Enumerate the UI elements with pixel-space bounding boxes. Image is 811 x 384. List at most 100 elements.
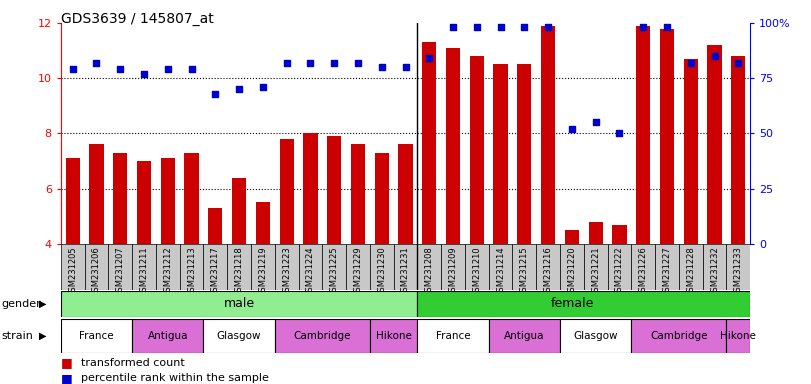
Text: GSM231229: GSM231229 [354, 246, 363, 297]
Bar [375, 153, 388, 244]
Point [494, 25, 507, 31]
Bar [298, 244, 322, 290]
Text: GSM231223: GSM231223 [282, 246, 291, 297]
Text: GSM231215: GSM231215 [520, 246, 529, 297]
Text: GSM231222: GSM231222 [615, 246, 624, 297]
Text: Glasgow: Glasgow [573, 331, 618, 341]
Point [67, 66, 79, 73]
Point [328, 60, 341, 66]
Text: GSM231233: GSM231233 [734, 246, 743, 297]
Bar [303, 134, 318, 244]
Point [399, 64, 412, 70]
Text: GSM231205: GSM231205 [68, 246, 77, 297]
Bar [322, 244, 346, 290]
Bar [631, 319, 727, 353]
Point [375, 64, 388, 70]
Bar [584, 244, 607, 290]
Point [256, 84, 269, 90]
Bar [109, 244, 132, 290]
Text: ▶: ▶ [39, 331, 46, 341]
Text: Cambridge: Cambridge [650, 331, 708, 341]
Bar [423, 42, 436, 244]
Text: female: female [550, 297, 594, 310]
Text: GSM231226: GSM231226 [639, 246, 648, 297]
Text: GSM231218: GSM231218 [234, 246, 243, 297]
Point [613, 131, 626, 137]
Bar [184, 153, 199, 244]
Point [280, 60, 293, 66]
Point [732, 60, 744, 66]
Text: male: male [224, 297, 255, 310]
Bar [113, 153, 127, 244]
Point [447, 25, 460, 31]
Text: GSM231219: GSM231219 [259, 246, 268, 297]
Bar [418, 319, 489, 353]
Bar [707, 45, 722, 244]
Text: GSM231212: GSM231212 [163, 246, 172, 297]
Text: Hikone: Hikone [375, 331, 411, 341]
Point [589, 119, 602, 126]
Bar [204, 244, 227, 290]
Bar [204, 319, 275, 353]
Text: GSM231231: GSM231231 [401, 246, 410, 297]
Bar [536, 244, 560, 290]
Bar [351, 144, 365, 244]
Text: GSM231208: GSM231208 [425, 246, 434, 297]
Bar [398, 144, 413, 244]
Bar [251, 244, 275, 290]
Point [185, 66, 198, 73]
Text: GSM231211: GSM231211 [139, 246, 148, 297]
Bar [560, 319, 631, 353]
Text: GSM231230: GSM231230 [377, 246, 386, 297]
Bar [727, 244, 750, 290]
Text: GDS3639 / 145807_at: GDS3639 / 145807_at [61, 12, 213, 25]
Point [209, 91, 222, 97]
Text: GSM231213: GSM231213 [187, 246, 196, 297]
Point [161, 66, 174, 73]
Bar [541, 26, 556, 244]
Bar [732, 56, 745, 244]
Bar [61, 319, 132, 353]
Bar [370, 319, 418, 353]
Bar [513, 244, 536, 290]
Bar [327, 136, 341, 244]
Text: gender: gender [2, 299, 41, 309]
Bar [702, 244, 727, 290]
Text: GSM231216: GSM231216 [543, 246, 552, 297]
Text: GSM231224: GSM231224 [306, 246, 315, 297]
Bar [679, 244, 702, 290]
Bar [393, 244, 418, 290]
Text: France: France [79, 331, 114, 341]
Bar [346, 244, 370, 290]
Point [423, 55, 436, 61]
Text: GSM231214: GSM231214 [496, 246, 505, 297]
Bar [89, 144, 104, 244]
Text: France: France [436, 331, 470, 341]
Bar [493, 65, 508, 244]
Bar [612, 225, 627, 244]
Text: GSM231217: GSM231217 [211, 246, 220, 297]
Text: GSM231221: GSM231221 [591, 246, 600, 297]
Point [542, 25, 555, 31]
Text: GSM231225: GSM231225 [330, 246, 339, 297]
Text: GSM231210: GSM231210 [472, 246, 481, 297]
Bar [66, 158, 79, 244]
Text: ■: ■ [61, 372, 72, 384]
Bar [607, 244, 631, 290]
Text: ■: ■ [61, 356, 72, 369]
Text: Glasgow: Glasgow [217, 331, 261, 341]
Bar [255, 202, 270, 244]
Text: transformed count: transformed count [81, 358, 185, 368]
Bar [156, 244, 180, 290]
Bar [227, 244, 251, 290]
Bar [655, 244, 679, 290]
Bar [470, 56, 484, 244]
Point [565, 126, 578, 132]
Text: GSM231227: GSM231227 [663, 246, 672, 297]
Point [708, 53, 721, 59]
Bar [684, 59, 698, 244]
Text: Hikone: Hikone [720, 331, 756, 341]
Bar [232, 177, 247, 244]
Bar [280, 139, 294, 244]
Text: GSM231206: GSM231206 [92, 246, 101, 297]
